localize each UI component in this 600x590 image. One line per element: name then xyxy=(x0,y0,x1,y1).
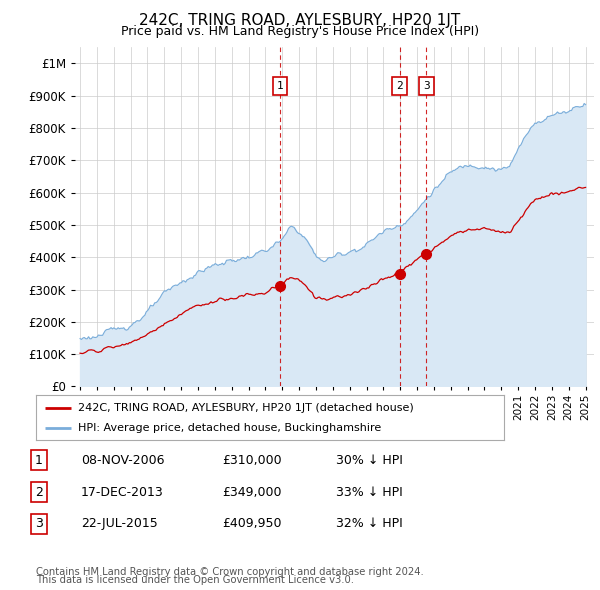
Text: 2: 2 xyxy=(35,486,43,499)
Text: 242C, TRING ROAD, AYLESBURY, HP20 1JT: 242C, TRING ROAD, AYLESBURY, HP20 1JT xyxy=(139,13,461,28)
Text: 3: 3 xyxy=(35,517,43,530)
Text: Price paid vs. HM Land Registry's House Price Index (HPI): Price paid vs. HM Land Registry's House … xyxy=(121,25,479,38)
Text: 33% ↓ HPI: 33% ↓ HPI xyxy=(336,486,403,499)
Text: 08-NOV-2006: 08-NOV-2006 xyxy=(81,454,164,467)
Text: 1: 1 xyxy=(35,454,43,467)
Text: 30% ↓ HPI: 30% ↓ HPI xyxy=(336,454,403,467)
Text: HPI: Average price, detached house, Buckinghamshire: HPI: Average price, detached house, Buck… xyxy=(78,424,382,434)
Text: 32% ↓ HPI: 32% ↓ HPI xyxy=(336,517,403,530)
Text: This data is licensed under the Open Government Licence v3.0.: This data is licensed under the Open Gov… xyxy=(36,575,354,585)
Text: 1: 1 xyxy=(277,81,283,91)
Text: £310,000: £310,000 xyxy=(222,454,281,467)
Text: 3: 3 xyxy=(423,81,430,91)
Text: 22-JUL-2015: 22-JUL-2015 xyxy=(81,517,158,530)
Text: £409,950: £409,950 xyxy=(222,517,281,530)
Text: 242C, TRING ROAD, AYLESBURY, HP20 1JT (detached house): 242C, TRING ROAD, AYLESBURY, HP20 1JT (d… xyxy=(78,403,414,412)
Text: 17-DEC-2013: 17-DEC-2013 xyxy=(81,486,164,499)
Text: 2: 2 xyxy=(396,81,403,91)
Text: Contains HM Land Registry data © Crown copyright and database right 2024.: Contains HM Land Registry data © Crown c… xyxy=(36,567,424,577)
Text: £349,000: £349,000 xyxy=(222,486,281,499)
